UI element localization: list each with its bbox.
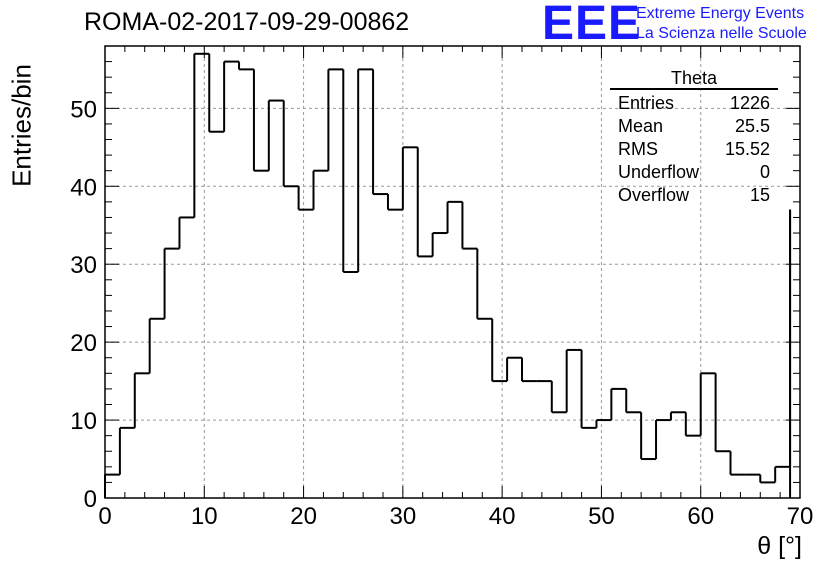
stats-value: 0 bbox=[759, 162, 770, 182]
x-tick-label: 20 bbox=[290, 503, 317, 530]
stats-rows: Entries 1226 Mean 25.5 RMS 15.52 Underflow 0 Ove… bbox=[610, 92, 778, 207]
x-tick-label: 0 bbox=[98, 503, 111, 530]
stats-box: Theta Entries 1226 Mean 25.5 RMS 15.52 Underfl… bbox=[610, 68, 778, 207]
y-tick-label: 50 bbox=[70, 96, 97, 123]
logo-caption: Extreme Energy Events La Scienza nelle S… bbox=[636, 4, 807, 44]
stats-row: Entries 1226 bbox=[610, 92, 778, 115]
y-tick-label: 0 bbox=[84, 486, 97, 513]
stats-row: Overflow 15 bbox=[610, 184, 778, 207]
stats-label: Mean bbox=[618, 116, 664, 136]
x-tick-label: 30 bbox=[390, 503, 417, 530]
y-tick-label: 20 bbox=[70, 330, 97, 357]
y-tick-label: 30 bbox=[70, 252, 97, 279]
eee-logo: EEE bbox=[542, 0, 642, 50]
stats-value: 1226 bbox=[729, 93, 770, 113]
stats-row: Mean 25.5 bbox=[610, 115, 778, 138]
chart-title: ROMA-02-2017-09-29-00862 bbox=[84, 8, 410, 36]
x-tick-label: 60 bbox=[687, 503, 714, 530]
stats-label: Entries bbox=[618, 93, 675, 113]
stats-row: RMS 15.52 bbox=[610, 138, 778, 161]
x-axis-label: θ [°] bbox=[757, 532, 802, 560]
x-tick-label: 10 bbox=[191, 503, 218, 530]
y-tick-label: 40 bbox=[70, 174, 97, 201]
logo-caption-line1: Extreme Energy Events bbox=[636, 5, 805, 22]
stats-label: Underflow bbox=[618, 162, 700, 182]
x-tick-label: 40 bbox=[489, 503, 516, 530]
x-tick-label: 50 bbox=[588, 503, 615, 530]
plot-frame bbox=[104, 45, 801, 499]
stats-value: 15 bbox=[749, 185, 770, 205]
logo-caption-line2: La Scienza nelle Scuole bbox=[636, 25, 807, 42]
y-tick-label: 10 bbox=[70, 408, 97, 435]
stats-label: RMS bbox=[618, 139, 658, 159]
stats-row: Underflow 0 bbox=[610, 161, 778, 184]
stats-value: 25.5 bbox=[734, 116, 770, 136]
stats-value: 15.52 bbox=[724, 139, 770, 159]
x-tick-label: 70 bbox=[787, 503, 814, 530]
stats-title: Theta bbox=[610, 68, 778, 90]
stats-label: Overflow bbox=[618, 185, 690, 205]
